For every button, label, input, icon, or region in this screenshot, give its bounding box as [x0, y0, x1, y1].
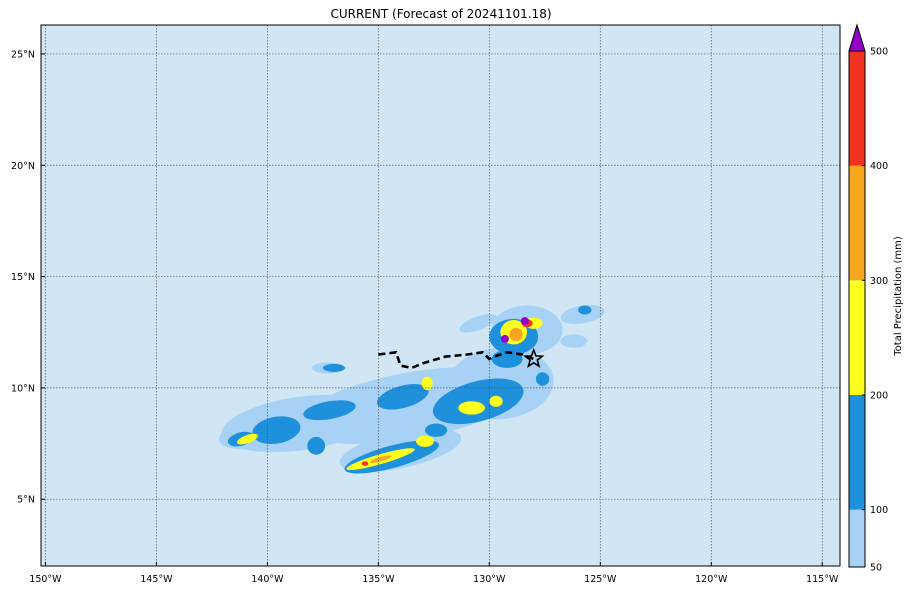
storm-track-line: [378, 350, 535, 370]
precip-blob: [578, 305, 592, 315]
colorbar-tick-label: 50: [870, 563, 882, 574]
chart-title: CURRENT (Forecast of 20241101.18): [330, 7, 551, 21]
precip-blob: [560, 334, 587, 348]
precip-blob: [369, 455, 392, 463]
x-tick-label: 130°W: [473, 574, 506, 585]
y-tick-label: 25°N: [11, 49, 35, 60]
precip-blob: [489, 395, 503, 407]
x-tick-label: 150°W: [29, 574, 62, 585]
y-tick-label: 20°N: [11, 161, 35, 172]
precip-peak: [500, 334, 509, 343]
storm-track-layer: [378, 347, 545, 370]
colorbar-extend-arrow: [848, 23, 866, 52]
precip-blob: [560, 304, 605, 324]
x-tick-label: 115°W: [806, 574, 839, 585]
colorbar-segment: [849, 280, 865, 395]
x-tick-label: 140°W: [251, 574, 284, 585]
x-tick-label: 145°W: [140, 574, 173, 585]
colorbar-tick-label: 400: [870, 161, 888, 172]
colorbar-segment: [849, 51, 865, 166]
y-tick-label: 15°N: [11, 272, 35, 283]
colorbar-segment: [849, 395, 865, 510]
x-tick-label: 125°W: [584, 574, 617, 585]
colorbar-tick-label: 500: [870, 47, 888, 58]
colorbar-tick-label: 200: [870, 391, 888, 402]
colorbar: 50 100 200 300 400 500: [848, 23, 888, 574]
precip-peak: [520, 317, 529, 326]
precip-blob: [458, 401, 485, 415]
colorbar-label: Total Precipitation (mm): [893, 236, 904, 357]
x-tick-label: 135°W: [362, 574, 395, 585]
colorbar-frame: [848, 50, 866, 568]
plot-frame: [40, 24, 841, 567]
precip-blob: [425, 423, 448, 437]
precip-blob: [236, 433, 258, 445]
precip-blob: [376, 384, 429, 410]
current-position-star: [523, 347, 545, 369]
precip-blob: [252, 416, 301, 445]
precip-blob: [459, 314, 498, 333]
precip-blob: [303, 400, 356, 421]
precipitation-field: [218, 304, 605, 474]
precip-blob: [307, 436, 326, 455]
y-axis-ticks: 5°N 10°N 15°N 20°N 25°N: [11, 49, 45, 506]
colorbar-segment: [849, 165, 865, 281]
y-tick-label: 10°N: [11, 383, 35, 394]
precip-blob: [416, 435, 434, 447]
precip-blob: [322, 363, 346, 372]
precip-blob: [509, 327, 523, 342]
precip-blob: [421, 376, 433, 391]
precip-blob: [432, 378, 524, 425]
colorbar-tick-label: 300: [870, 276, 888, 287]
lat-lon-grid: [41, 25, 840, 566]
precip-blob: [361, 461, 369, 466]
x-axis-ticks: 150°W 145°W 140°W 135°W 130°W 125°W 120°W 115°W: [29, 562, 839, 585]
x-tick-label: 120°W: [695, 574, 728, 585]
colorbar-segment: [849, 509, 865, 567]
precip-blob: [535, 372, 550, 386]
ocean-background: [41, 25, 840, 566]
y-tick-label: 5°N: [17, 495, 35, 506]
colorbar-tick-label: 100: [870, 505, 888, 516]
